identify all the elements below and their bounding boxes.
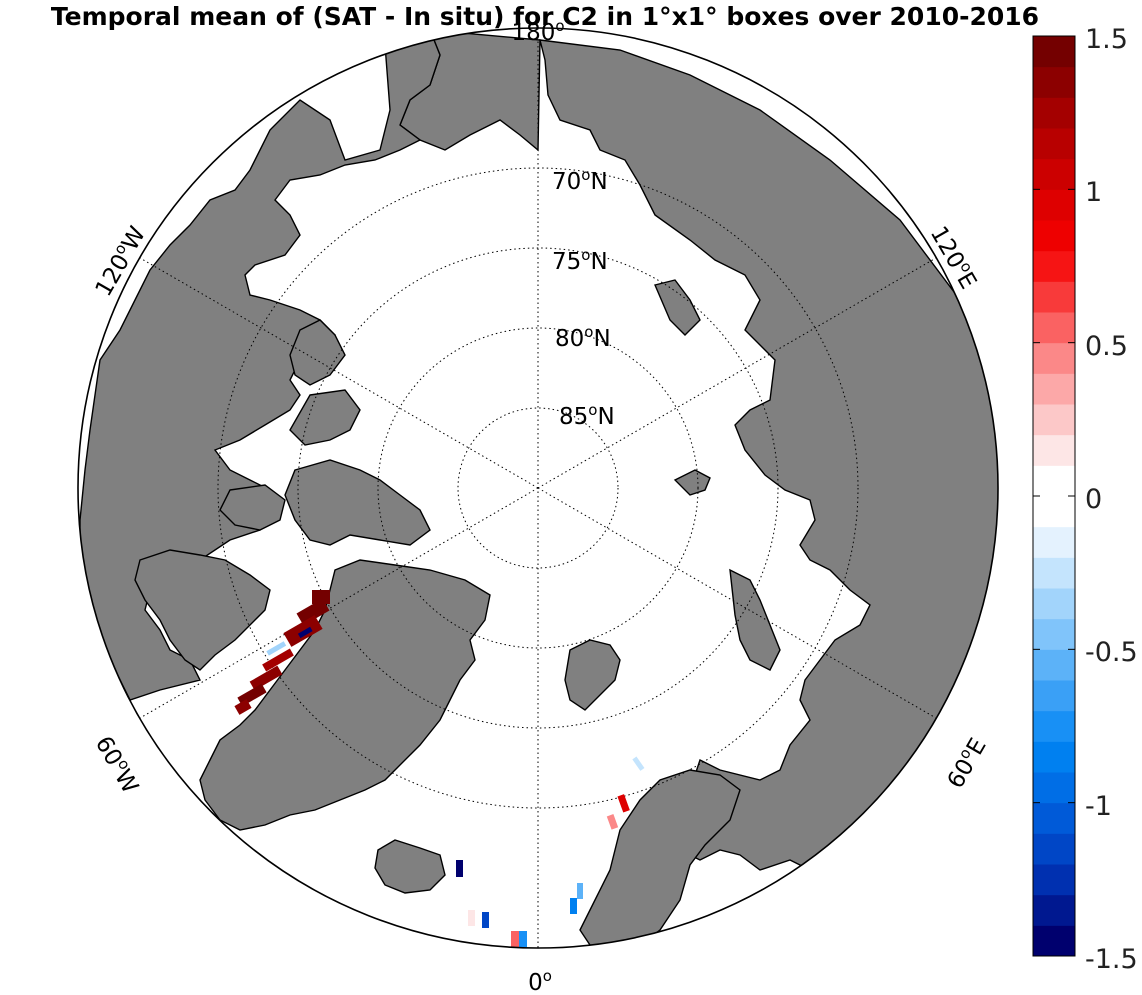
land-svalbard (564, 639, 621, 711)
land-arctic-islands-4 (219, 484, 286, 531)
colorbar-swatch (1033, 189, 1075, 221)
colorbar-swatch (1033, 434, 1075, 466)
data-box (296, 598, 330, 626)
land-iceland (374, 839, 446, 894)
colorbar-swatch (1033, 894, 1075, 926)
land-arctic-islands-2 (289, 389, 361, 446)
land-franz-josef (673, 469, 711, 496)
data-box (234, 699, 252, 715)
land-novaya-zemlya (729, 568, 781, 671)
data-box (249, 665, 283, 691)
meridian-120e (537, 257, 937, 489)
colorbar-label: 0.5 (1085, 331, 1128, 362)
lat-label-75: 75oN (552, 246, 608, 275)
colorbar-label: -0.5 (1085, 637, 1138, 668)
colorbar-swatch (1033, 496, 1075, 528)
lat-label-70: 70oN (552, 166, 608, 195)
lon-label-180: 180o (511, 17, 564, 46)
colorbar-swatch (1033, 588, 1075, 620)
colorbar-swatch (1033, 465, 1075, 497)
meridian-120w (139, 257, 539, 489)
colorbar-labels: 1.5 1 0.5 0 -0.5 -1 -1.5 (1085, 24, 1138, 975)
colorbar-label: 1.5 (1085, 24, 1128, 55)
land-severnaya-zemlya (654, 279, 701, 336)
landmasses (79, 29, 998, 948)
lat-circle-85 (457, 407, 619, 569)
data-box (482, 912, 489, 928)
colorbar-swatch (1033, 342, 1075, 374)
lat-label-80: 80oN (555, 323, 611, 352)
land-greenland (199, 559, 491, 831)
data-box (511, 931, 519, 947)
colorbar-swatch (1033, 925, 1075, 957)
colorbar-ticks (1033, 35, 1075, 957)
lat-circle-75 (297, 247, 779, 729)
colorbar-swatch (1033, 557, 1075, 589)
colorbar-swatch (1033, 618, 1075, 650)
colorbar-swatch (1033, 404, 1075, 436)
lon-label-0: 0o (528, 967, 552, 995)
data-box (312, 590, 330, 604)
data-box (297, 626, 313, 639)
colorbar-label: -1 (1085, 791, 1112, 822)
colorbar-swatch (1033, 710, 1075, 742)
colorbar-swatch (1033, 97, 1075, 129)
lat-circle-80 (377, 327, 699, 649)
lat-label-85: 85oN (559, 401, 615, 430)
latitude-labels: 70oN 75oN 80oN 85oN (552, 166, 615, 430)
colorbar-swatch (1033, 373, 1075, 405)
meridian-60e (537, 487, 937, 719)
data-box (262, 648, 294, 672)
colorbar-swatch (1033, 36, 1075, 68)
colorbar-swatch (1033, 772, 1075, 804)
lat-circle-70 (217, 167, 859, 809)
land-baffin-island (134, 549, 271, 671)
land-scandinavia (579, 769, 741, 948)
map-frame (77, 27, 999, 949)
colorbar: 1.5 1 0.5 0 -0.5 -1 -1.5 (1032, 24, 1138, 975)
colorbar-swatch (1033, 281, 1075, 313)
colorbar-swatch (1033, 833, 1075, 865)
lon-label-60w: 60oW (90, 731, 146, 799)
colorbar-label: -1.5 (1085, 944, 1138, 975)
colorbar-swatch (1033, 864, 1075, 896)
graticule (139, 28, 937, 948)
meridian-60w (139, 487, 539, 719)
data-box (570, 898, 577, 914)
data-box (468, 910, 475, 926)
colorbar-swatch (1033, 802, 1075, 834)
data-box (577, 883, 583, 899)
map-title: Temporal mean of (SAT - In situ) for C2 … (50, 2, 1040, 31)
colorbar-swatch (1033, 649, 1075, 681)
data-box (617, 794, 630, 813)
data-box (606, 814, 619, 830)
colorbar-swatches (1033, 36, 1075, 957)
colorbar-swatch (1033, 128, 1075, 160)
data-box (519, 931, 527, 947)
colorbar-swatch (1033, 220, 1075, 252)
colorbar-swatch (1033, 526, 1075, 558)
lon-label-60e: 60oE (940, 733, 992, 793)
colorbar-swatch (1033, 312, 1075, 344)
data-box (632, 756, 645, 771)
colorbar-label: 0 (1085, 484, 1102, 515)
land-arctic-islands-3 (284, 459, 431, 546)
colorbar-swatch (1033, 158, 1075, 190)
colorbar-swatch (1033, 680, 1075, 712)
data-box (266, 641, 287, 656)
colorbar-swatch (1033, 250, 1075, 282)
colorbar-swatch (1033, 66, 1075, 98)
map-disc (77, 27, 999, 949)
colorbar-label: 1 (1085, 177, 1102, 208)
data-boxes (234, 590, 645, 947)
data-box (456, 860, 463, 877)
colorbar-swatch (1033, 741, 1075, 773)
